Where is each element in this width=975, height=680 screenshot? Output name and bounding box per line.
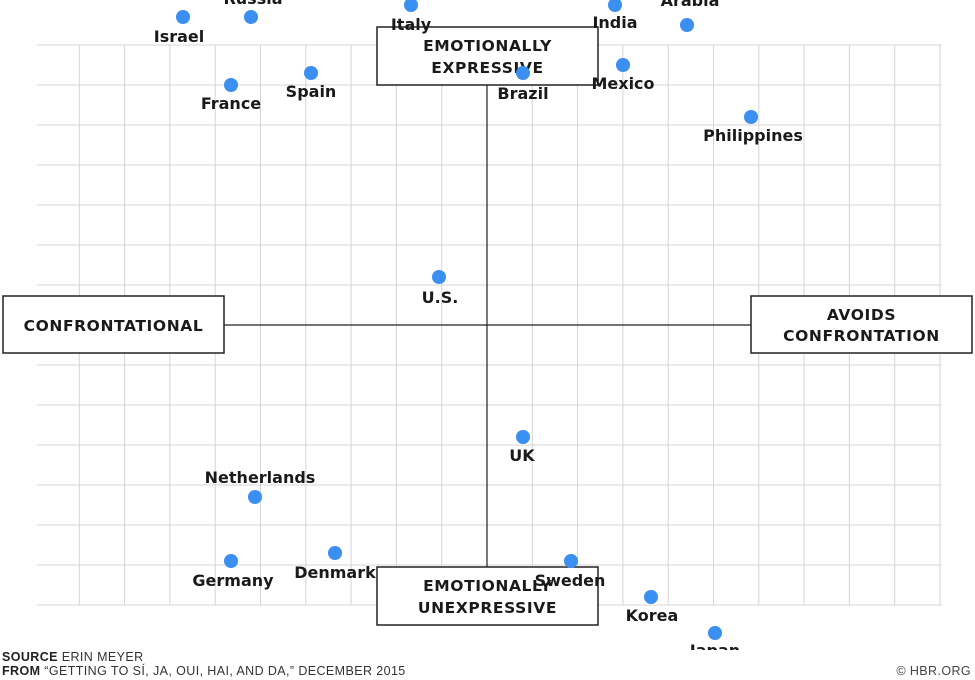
point-label-india: India bbox=[592, 13, 637, 32]
point-russia bbox=[244, 10, 258, 24]
x-negative-label: CONFRONTATIONAL bbox=[24, 317, 204, 335]
point-label-denmark: Denmark bbox=[294, 563, 376, 582]
point-mexico bbox=[616, 58, 630, 72]
point-label-sweden: Sweden bbox=[535, 571, 606, 590]
x-negative-label-box: CONFRONTATIONAL bbox=[2, 295, 225, 354]
source-line: SOURCE ERIN MEYER bbox=[2, 650, 144, 664]
point-label-uk: UK bbox=[509, 446, 535, 465]
point-philippines bbox=[744, 110, 758, 124]
from-value: “GETTING TO SÍ, JA, OUI, HAI, AND DA,” D… bbox=[44, 664, 406, 678]
point-sweden bbox=[564, 554, 578, 568]
point-denmark bbox=[328, 546, 342, 560]
x-positive-label-box: AVOIDS CONFRONTATION bbox=[750, 295, 973, 354]
point-label-saudi-arabia: SaudiArabia bbox=[661, 0, 720, 10]
point-label-russia: Russia bbox=[223, 0, 282, 8]
point-korea bbox=[644, 590, 658, 604]
point-italy bbox=[404, 0, 418, 12]
point-netherlands bbox=[248, 490, 262, 504]
point-label-brazil: Brazil bbox=[497, 84, 548, 103]
point-india bbox=[608, 0, 622, 12]
from-line: FROM “GETTING TO SÍ, JA, OUI, HAI, AND D… bbox=[2, 664, 406, 678]
point-saudi-arabia bbox=[680, 18, 694, 32]
quadrant-chart: EMOTIONALLY EXPRESSIVE EMOTIONALLY UNEXP… bbox=[2, 0, 973, 650]
point-japan bbox=[708, 626, 722, 640]
point-label-mexico: Mexico bbox=[591, 74, 654, 93]
y-positive-label-line2: EXPRESSIVE bbox=[431, 59, 543, 77]
y-positive-label-line1: EMOTIONALLY bbox=[423, 37, 552, 55]
point-brazil bbox=[516, 66, 530, 80]
point-label-netherlands: Netherlands bbox=[205, 468, 316, 487]
point-label-france: France bbox=[201, 94, 261, 113]
from-key: FROM bbox=[2, 664, 41, 678]
point-label-korea: Korea bbox=[626, 606, 679, 625]
point-germany bbox=[224, 554, 238, 568]
x-positive-label-line1: AVOIDS bbox=[827, 306, 896, 324]
y-negative-label-line1: EMOTIONALLY bbox=[423, 577, 552, 595]
y-negative-label-line2: UNEXPRESSIVE bbox=[418, 599, 557, 617]
point-label-spain: Spain bbox=[286, 82, 337, 101]
y-positive-label-box: EMOTIONALLY EXPRESSIVE bbox=[376, 26, 599, 86]
point-label-italy: Italy bbox=[391, 15, 432, 34]
point-france bbox=[224, 78, 238, 92]
point-label-israel: Israel bbox=[154, 27, 205, 46]
credit: © HBR.ORG bbox=[896, 664, 971, 678]
point-spain bbox=[304, 66, 318, 80]
point-label-germany: Germany bbox=[192, 571, 274, 590]
point-label-japan: Japan bbox=[689, 641, 740, 650]
point-u-s bbox=[432, 270, 446, 284]
point-uk bbox=[516, 430, 530, 444]
data-points: Israel Russia France Spain Italy Brazil India M… bbox=[154, 0, 803, 650]
point-label-u-s: U.S. bbox=[422, 288, 459, 307]
y-negative-label-box: EMOTIONALLY UNEXPRESSIVE bbox=[376, 566, 599, 626]
x-positive-label-line2: CONFRONTATION bbox=[783, 327, 940, 345]
source-key: SOURCE bbox=[2, 650, 58, 664]
source-value: ERIN MEYER bbox=[61, 650, 144, 664]
point-label-philippines: Philippines bbox=[703, 126, 803, 145]
point-israel bbox=[176, 10, 190, 24]
